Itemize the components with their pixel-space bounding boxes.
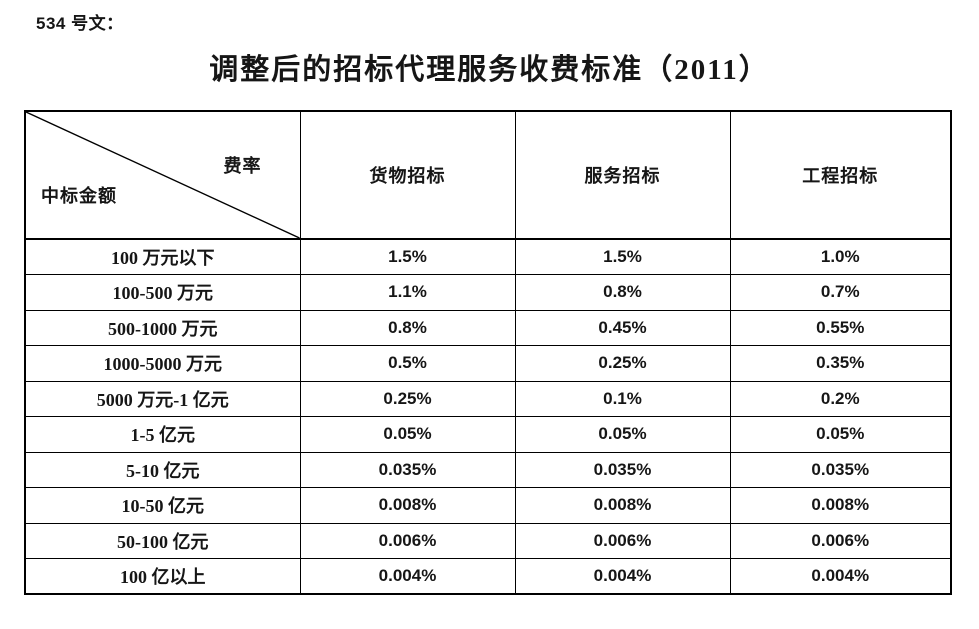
table-row: 100-500 万元 1.1% 0.8% 0.7% bbox=[24, 274, 952, 311]
doc-number-label: 534 号文： bbox=[36, 14, 124, 33]
fee-cell: 0.8% bbox=[299, 309, 516, 346]
fee-cell: 0.035% bbox=[514, 451, 731, 488]
table-row: 10-50 亿元 0.008% 0.008% 0.008% bbox=[24, 487, 952, 524]
fee-cell: 0.05% bbox=[299, 416, 516, 453]
fee-cell: 0.1% bbox=[514, 380, 731, 417]
fee-cell: 0.25% bbox=[299, 380, 516, 417]
diagonal-divider-line bbox=[26, 112, 300, 238]
fee-cell: 0.7% bbox=[729, 274, 952, 311]
fee-cell: 0.006% bbox=[729, 522, 952, 559]
fee-cell: 0.5% bbox=[299, 345, 516, 382]
fee-cell: 1.0% bbox=[729, 238, 952, 275]
fee-cell: 0.035% bbox=[299, 451, 516, 488]
table-row: 500-1000 万元 0.8% 0.45% 0.55% bbox=[24, 309, 952, 346]
fee-cell: 0.004% bbox=[299, 558, 516, 595]
table-row: 100 万元以下 1.5% 1.5% 1.0% bbox=[24, 238, 952, 275]
corner-label-fee-rate: 费率 bbox=[223, 156, 262, 176]
row-label: 10-50 亿元 bbox=[24, 487, 301, 524]
page-title: 调整后的招标代理服务收费标准（2011） bbox=[209, 54, 770, 86]
row-label: 1-5 亿元 bbox=[24, 416, 301, 453]
row-label: 1000-5000 万元 bbox=[24, 345, 301, 382]
fee-cell: 0.006% bbox=[514, 522, 731, 559]
fee-cell: 1.1% bbox=[299, 274, 516, 311]
row-label: 5-10 亿元 bbox=[24, 451, 301, 488]
fee-cell: 0.035% bbox=[729, 451, 952, 488]
fee-cell: 1.5% bbox=[299, 238, 516, 275]
column-header-service-bidding: 服务招标 bbox=[514, 110, 731, 240]
fee-cell: 0.006% bbox=[299, 522, 516, 559]
fee-cell: 0.008% bbox=[299, 487, 516, 524]
fee-cell: 0.004% bbox=[729, 558, 952, 595]
fee-cell: 0.008% bbox=[514, 487, 731, 524]
fee-cell: 0.25% bbox=[514, 345, 731, 382]
table-row: 100 亿以上 0.004% 0.004% 0.004% bbox=[24, 558, 952, 595]
fee-table-body: 100 万元以下 1.5% 1.5% 1.0% 100-500 万元 1.1% … bbox=[24, 238, 952, 595]
table-row: 1-5 亿元 0.05% 0.05% 0.05% bbox=[24, 416, 952, 453]
row-label: 5000 万元-1 亿元 bbox=[24, 380, 301, 417]
fee-cell: 0.05% bbox=[514, 416, 731, 453]
row-label: 100 亿以上 bbox=[24, 558, 301, 595]
table-row: 5-10 亿元 0.035% 0.035% 0.035% bbox=[24, 451, 952, 488]
fee-cell: 0.45% bbox=[514, 309, 731, 346]
table-row: 1000-5000 万元 0.5% 0.25% 0.35% bbox=[24, 345, 952, 382]
fee-cell: 0.8% bbox=[514, 274, 731, 311]
fee-cell: 1.5% bbox=[514, 238, 731, 275]
column-header-goods-bidding: 货物招标 bbox=[299, 110, 516, 240]
row-label: 100-500 万元 bbox=[24, 274, 301, 311]
fee-cell: 0.05% bbox=[729, 416, 952, 453]
row-label: 50-100 亿元 bbox=[24, 522, 301, 559]
fee-cell: 0.004% bbox=[514, 558, 731, 595]
fee-rate-table: 费率 中标金额 货物招标 服务招标 工程招标 100 万元以下 1.5% 1.5… bbox=[24, 110, 952, 595]
corner-label-bid-amount: 中标金额 bbox=[41, 186, 117, 206]
header-row: 费率 中标金额 货物招标 服务招标 工程招标 bbox=[24, 110, 952, 240]
fee-cell: 0.55% bbox=[729, 309, 952, 346]
column-header-works-bidding: 工程招标 bbox=[729, 110, 952, 240]
fee-cell: 0.008% bbox=[729, 487, 952, 524]
corner-header-cell: 费率 中标金额 bbox=[24, 110, 301, 240]
table-row: 50-100 亿元 0.006% 0.006% 0.006% bbox=[24, 522, 952, 559]
table-row: 5000 万元-1 亿元 0.25% 0.1% 0.2% bbox=[24, 380, 952, 417]
row-label: 100 万元以下 bbox=[24, 238, 301, 275]
fee-cell: 0.35% bbox=[729, 345, 952, 382]
fee-cell: 0.2% bbox=[729, 380, 952, 417]
row-label: 500-1000 万元 bbox=[24, 309, 301, 346]
